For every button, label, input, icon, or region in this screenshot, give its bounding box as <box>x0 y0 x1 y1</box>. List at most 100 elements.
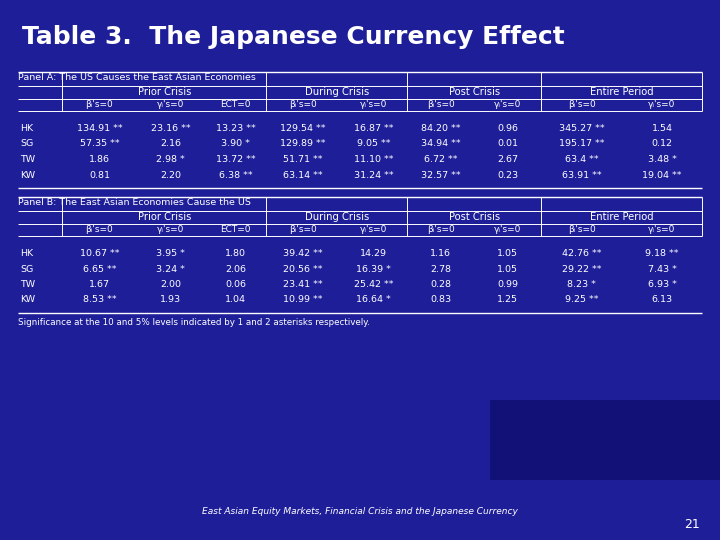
Text: 42.76 **: 42.76 ** <box>562 249 601 258</box>
Text: 9.18 **: 9.18 ** <box>645 249 679 258</box>
Text: 129.89 **: 129.89 ** <box>281 139 326 148</box>
Text: East Asian Equity Markets, Financial Crisis and the Japanese Currency: East Asian Equity Markets, Financial Cri… <box>202 508 518 516</box>
Text: 1.05: 1.05 <box>498 249 518 258</box>
Text: 0.12: 0.12 <box>652 139 672 148</box>
Text: 2.06: 2.06 <box>225 265 246 273</box>
Text: 1.04: 1.04 <box>225 295 246 305</box>
Text: 8.53 **: 8.53 ** <box>83 295 116 305</box>
Text: 6.72 **: 6.72 ** <box>424 155 457 164</box>
Text: Entire Period: Entire Period <box>590 87 654 97</box>
Text: 0.06: 0.06 <box>225 280 246 289</box>
Text: βᵢ's=0: βᵢ's=0 <box>427 225 454 234</box>
Text: 3.24 *: 3.24 * <box>156 265 185 273</box>
Text: 16.39 *: 16.39 * <box>356 265 391 273</box>
Text: βᵢ's=0: βᵢ's=0 <box>289 100 317 109</box>
Text: 129.54 **: 129.54 ** <box>281 124 326 133</box>
Text: 1.93: 1.93 <box>160 295 181 305</box>
Text: 2.00: 2.00 <box>160 280 181 289</box>
Text: 1.05: 1.05 <box>498 265 518 273</box>
Text: 6.65 **: 6.65 ** <box>83 265 116 273</box>
Text: TW: TW <box>20 155 35 164</box>
Text: Table 3.  The Japanese Currency Effect: Table 3. The Japanese Currency Effect <box>22 25 564 49</box>
Text: ECT=0: ECT=0 <box>220 225 251 234</box>
Text: 32.57 **: 32.57 ** <box>421 171 461 179</box>
Text: 195.17 **: 195.17 ** <box>559 139 604 148</box>
Text: γᵢ's=0: γᵢ's=0 <box>360 100 387 109</box>
Text: 16.64 *: 16.64 * <box>356 295 391 305</box>
Bar <box>490 400 720 480</box>
Text: 1.80: 1.80 <box>225 249 246 258</box>
Text: 23.41 **: 23.41 ** <box>284 280 323 289</box>
Text: 0.96: 0.96 <box>498 124 518 133</box>
Text: 9.05 **: 9.05 ** <box>357 139 390 148</box>
Text: During Crisis: During Crisis <box>305 87 369 97</box>
Text: βᵢ's=0: βᵢ's=0 <box>289 225 317 234</box>
Text: 16.87 **: 16.87 ** <box>354 124 393 133</box>
Text: 11.10 **: 11.10 ** <box>354 155 393 164</box>
Text: ECT=0: ECT=0 <box>220 100 251 109</box>
Text: Panel B: The East Asian Economies Cause the US: Panel B: The East Asian Economies Cause … <box>18 198 251 207</box>
Text: 0.99: 0.99 <box>498 280 518 289</box>
Text: γᵢ's=0: γᵢ's=0 <box>648 100 675 109</box>
Text: 0.83: 0.83 <box>430 295 451 305</box>
Text: 2.67: 2.67 <box>498 155 518 164</box>
Text: γᵢ's=0: γᵢ's=0 <box>360 225 387 234</box>
Text: 2.16: 2.16 <box>160 139 181 148</box>
Text: 2.20: 2.20 <box>160 171 181 179</box>
Text: 1.25: 1.25 <box>498 295 518 305</box>
Text: HK: HK <box>20 249 33 258</box>
Text: 20.56 **: 20.56 ** <box>284 265 323 273</box>
Text: 23.16 **: 23.16 ** <box>150 124 190 133</box>
Text: γᵢ's=0: γᵢ's=0 <box>648 225 675 234</box>
Text: 14.29: 14.29 <box>360 249 387 258</box>
Text: 57.35 **: 57.35 ** <box>80 139 120 148</box>
Text: 3.95 *: 3.95 * <box>156 249 185 258</box>
Text: 6.13: 6.13 <box>652 295 672 305</box>
Text: 0.01: 0.01 <box>498 139 518 148</box>
Text: KW: KW <box>20 171 35 179</box>
Text: 134.91 **: 134.91 ** <box>76 124 122 133</box>
Text: 7.43 *: 7.43 * <box>647 265 676 273</box>
Text: 10.67 **: 10.67 ** <box>80 249 119 258</box>
Text: 63.4 **: 63.4 ** <box>564 155 598 164</box>
Text: βᵢ's=0: βᵢ's=0 <box>568 225 595 234</box>
Text: Significance at the 10 and 5% levels indicated by 1 and 2 asterisks respectively: Significance at the 10 and 5% levels ind… <box>18 318 370 327</box>
Text: During Crisis: During Crisis <box>305 212 369 222</box>
Text: γᵢ's=0: γᵢ's=0 <box>157 100 184 109</box>
Text: 39.42 **: 39.42 ** <box>284 249 323 258</box>
Text: 0.23: 0.23 <box>498 171 518 179</box>
Text: 8.23 *: 8.23 * <box>567 280 596 289</box>
Text: SG: SG <box>20 265 33 273</box>
Text: βᵢ's=0: βᵢ's=0 <box>427 100 454 109</box>
Text: 63.91 **: 63.91 ** <box>562 171 601 179</box>
Text: 6.38 **: 6.38 ** <box>219 171 252 179</box>
Text: 13.23 **: 13.23 ** <box>215 124 256 133</box>
Text: Post Crisis: Post Crisis <box>449 87 500 97</box>
Text: βᵢ's=0: βᵢ's=0 <box>86 100 113 109</box>
Text: 13.72 **: 13.72 ** <box>216 155 256 164</box>
Text: 3.48 *: 3.48 * <box>647 155 676 164</box>
Text: γᵢ's=0: γᵢ's=0 <box>157 225 184 234</box>
Text: Prior Crisis: Prior Crisis <box>138 212 191 222</box>
Text: 34.94 **: 34.94 ** <box>421 139 461 148</box>
Text: TW: TW <box>20 280 35 289</box>
Text: Panel A: The US Causes the East Asian Economies: Panel A: The US Causes the East Asian Ec… <box>18 73 256 82</box>
Text: 1.86: 1.86 <box>89 155 110 164</box>
Text: 84.20 **: 84.20 ** <box>421 124 461 133</box>
Text: 51.71 **: 51.71 ** <box>284 155 323 164</box>
Text: 31.24 **: 31.24 ** <box>354 171 394 179</box>
Text: SG: SG <box>20 139 33 148</box>
Text: KW: KW <box>20 295 35 305</box>
Text: 1.67: 1.67 <box>89 280 110 289</box>
Text: βᵢ's=0: βᵢ's=0 <box>86 225 113 234</box>
Text: HK: HK <box>20 124 33 133</box>
Text: 63.14 **: 63.14 ** <box>284 171 323 179</box>
Text: 29.22 **: 29.22 ** <box>562 265 601 273</box>
Text: 0.28: 0.28 <box>431 280 451 289</box>
Text: γᵢ's=0: γᵢ's=0 <box>494 225 521 234</box>
Text: 2.98 *: 2.98 * <box>156 155 185 164</box>
Text: 9.25 **: 9.25 ** <box>565 295 598 305</box>
Text: 10.99 **: 10.99 ** <box>284 295 323 305</box>
Text: 2.78: 2.78 <box>431 265 451 273</box>
Text: 3.90 *: 3.90 * <box>221 139 250 148</box>
